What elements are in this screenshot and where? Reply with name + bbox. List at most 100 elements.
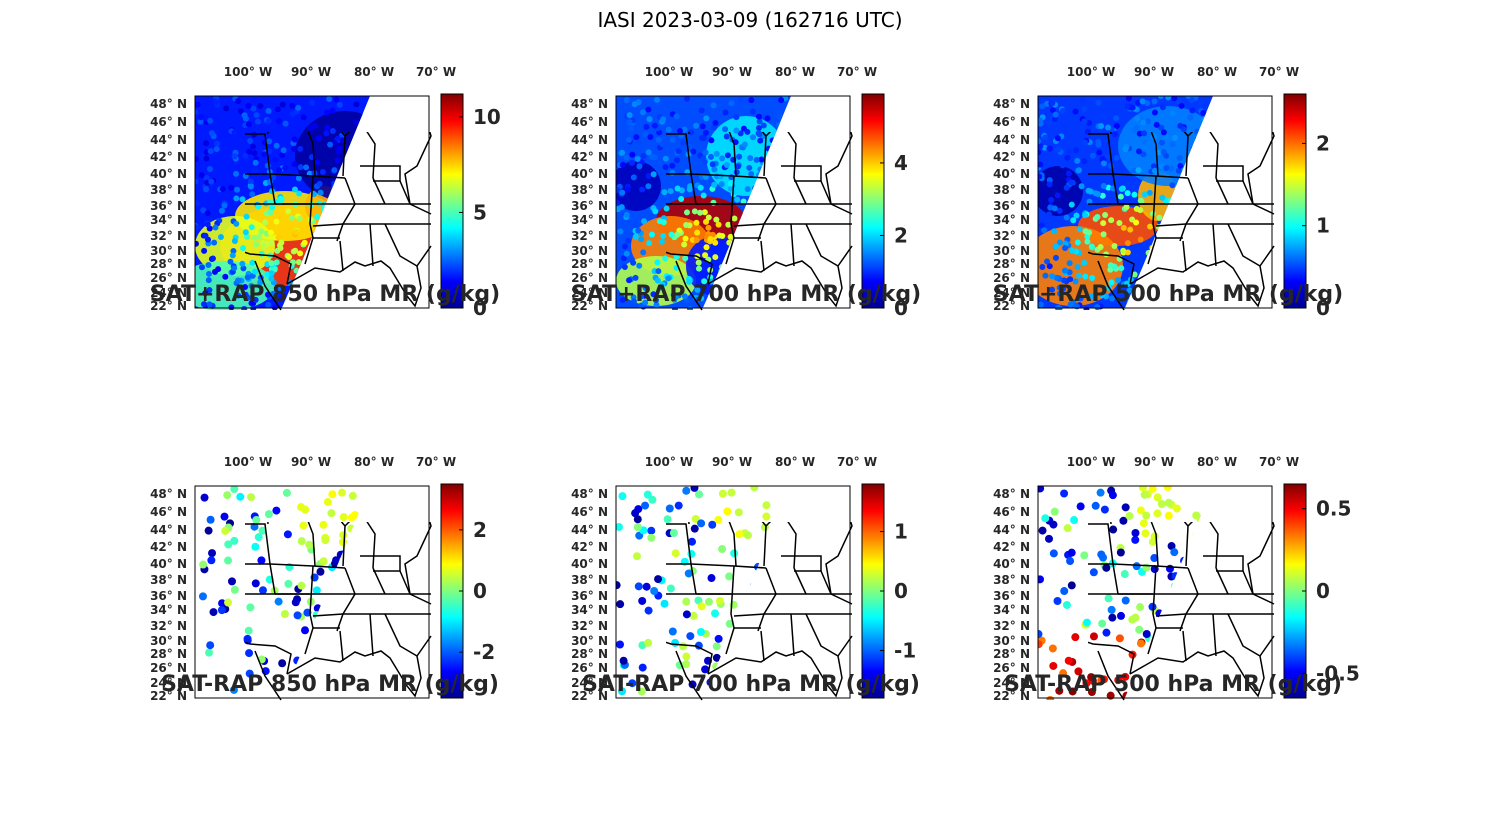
lat-tick-label: 26° N: [993, 271, 1030, 285]
data-point: [668, 118, 675, 125]
map-frame: [1037, 95, 1273, 309]
lat-tick-label: 36° N: [571, 589, 608, 603]
data-point: [1038, 117, 1044, 124]
lat-tick-label: 42° N: [571, 540, 608, 554]
data-point: [1150, 565, 1159, 574]
data-point: [1165, 246, 1172, 253]
data-point: [719, 233, 726, 240]
data-point: [718, 268, 725, 275]
panel-title: SAT+RAP 850 hPa MR (g/kg): [149, 282, 501, 307]
data-point: [694, 596, 703, 605]
data-point: [702, 149, 709, 156]
data-point: [730, 549, 739, 558]
lat-tick-label: 24° N: [571, 286, 608, 300]
data-point: [623, 211, 630, 218]
data-point: [1042, 134, 1049, 141]
boundary-line: [336, 177, 356, 242]
data-point: [350, 235, 357, 242]
data-point: [294, 96, 301, 101]
data-point: [1160, 148, 1167, 155]
data-point: [279, 101, 286, 108]
data-point: [332, 556, 341, 565]
data-point: [740, 198, 747, 205]
data-point: [323, 498, 332, 507]
data-point: [335, 218, 342, 225]
data-point: [1076, 502, 1085, 511]
data-point: [1127, 226, 1134, 233]
data-point: [1049, 100, 1056, 107]
data-point: [690, 524, 699, 533]
data-point: [1140, 151, 1147, 158]
data-point: [633, 134, 640, 141]
data-point: [198, 114, 205, 121]
boundary-line: [765, 132, 797, 179]
data-point: [1050, 507, 1059, 516]
data-point: [642, 582, 651, 591]
data-point: [1049, 549, 1058, 558]
data-point: [764, 115, 771, 122]
data-point: [640, 153, 647, 160]
data-point: [273, 259, 280, 266]
data-point: [1159, 104, 1166, 111]
boundary-line: [733, 613, 765, 617]
data-point: [251, 542, 260, 551]
data-field: [616, 486, 791, 700]
data-point: [740, 271, 747, 278]
data-point: [205, 270, 212, 277]
data-point: [633, 552, 641, 561]
data-point: [258, 228, 265, 235]
data-point: [642, 131, 649, 138]
data-point: [1118, 185, 1125, 192]
boundary-line: [404, 522, 432, 605]
data-point: [236, 492, 245, 501]
data-point: [243, 213, 250, 220]
boundary-line: [267, 522, 269, 525]
data-point: [1053, 243, 1060, 250]
data-point: [1100, 505, 1109, 514]
data-point: [701, 278, 708, 285]
colorbar-tick-label: 10: [473, 105, 501, 129]
data-point: [289, 102, 296, 109]
data-point: [691, 514, 700, 523]
data-point: [251, 234, 258, 241]
data-point: [619, 656, 628, 665]
data-point: [630, 174, 637, 181]
boundary-line: [666, 251, 713, 285]
data-point: [293, 267, 300, 274]
data-point: [650, 586, 659, 595]
data-point: [718, 181, 725, 188]
data-point: [748, 250, 755, 257]
data-point: [1139, 519, 1148, 528]
data-point: [303, 164, 310, 171]
data-point: [1038, 138, 1041, 145]
boundary-line: [1212, 613, 1217, 657]
data-point: [231, 129, 238, 136]
panel-sat-minus-rap-850: 100° W 90° W 80° W 70° W 48° N 46° N 44° N 42° …: [145, 450, 545, 750]
lon-tick-label: 90° W: [712, 455, 752, 469]
data-point: [1131, 271, 1138, 278]
lat-tick-label: 42° N: [150, 150, 187, 164]
data-point: [1151, 109, 1158, 116]
boundary-line: [245, 251, 292, 285]
data-point: [621, 243, 628, 250]
data-point: [665, 126, 672, 133]
data-point: [350, 178, 357, 185]
data-point: [638, 596, 647, 605]
data-point: [705, 224, 712, 231]
data-point: [636, 262, 643, 269]
data-point: [683, 209, 690, 216]
data-point: [293, 611, 302, 620]
data-point: [317, 189, 324, 196]
data-point: [783, 501, 791, 510]
data-point: [1113, 154, 1120, 161]
data-point: [1067, 276, 1074, 283]
data-point: [315, 135, 322, 142]
data-point: [746, 164, 753, 171]
data-point: [1212, 109, 1213, 116]
data-point: [660, 599, 669, 608]
data-point: [1200, 142, 1207, 149]
data-point: [1130, 167, 1137, 174]
data-point: [746, 646, 755, 655]
map-frame: [1037, 485, 1273, 699]
data-point: [697, 209, 704, 216]
